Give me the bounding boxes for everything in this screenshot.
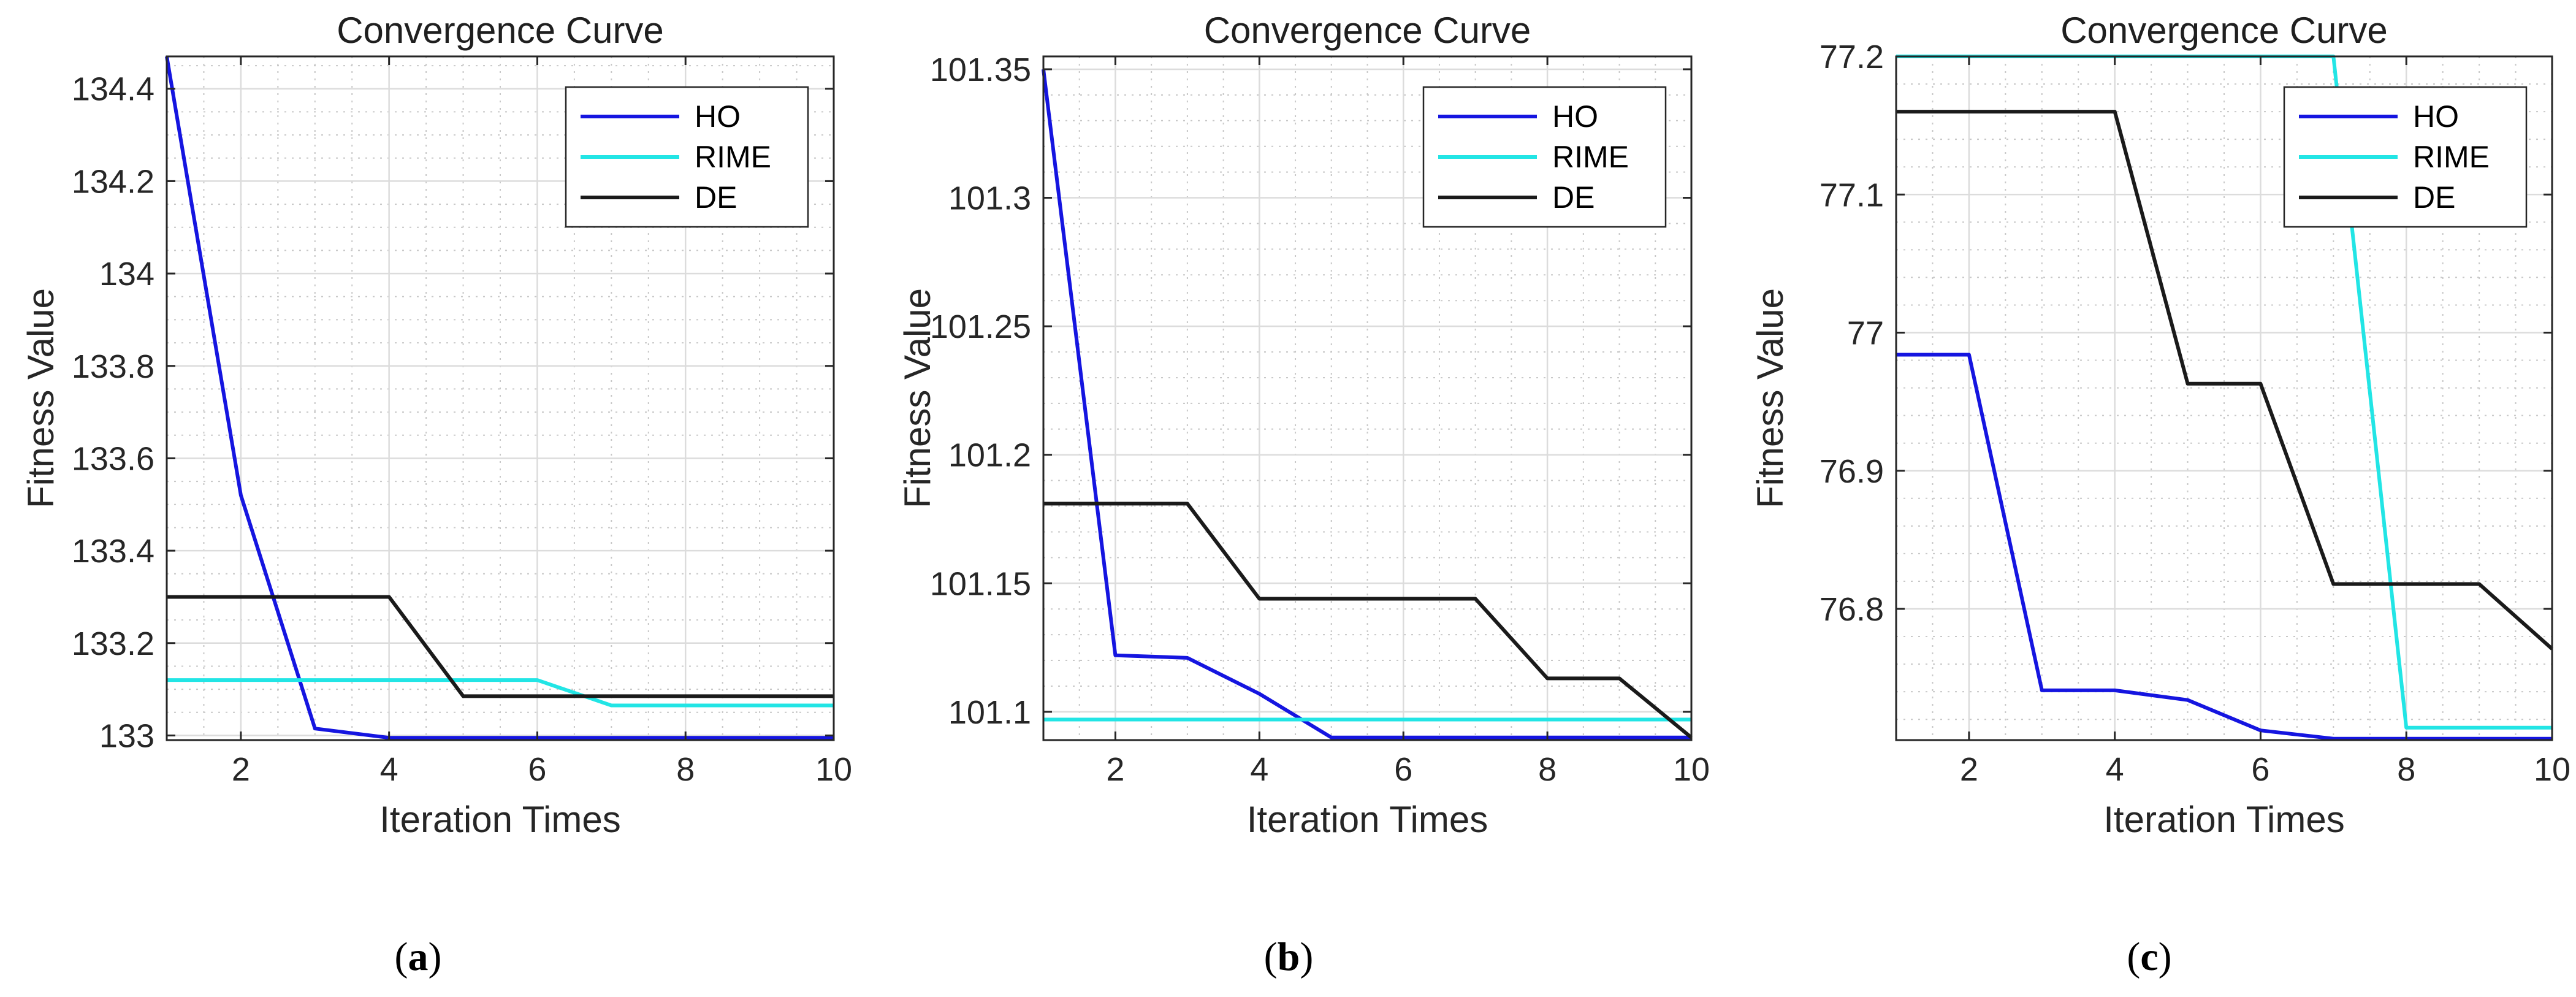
- x-axis-label: Iteration Times: [2103, 799, 2345, 840]
- panel-label-paren-close: ): [2159, 934, 2172, 979]
- y-tick-label: 133: [99, 717, 154, 754]
- y-tick-label: 133.8: [72, 348, 154, 385]
- panel-label-paren-close: ): [429, 934, 442, 979]
- panel-label-letter: b: [1278, 934, 1300, 979]
- legend-label-ho: HO: [1552, 99, 1598, 134]
- panel-label-paren-open: (: [395, 934, 408, 979]
- legend: HO RIME DE: [2283, 86, 2528, 228]
- x-tick-label: 6: [2251, 751, 2269, 788]
- y-axis-label: Fitness Value: [897, 288, 938, 508]
- series-line-ho: [1896, 353, 2552, 741]
- legend-label-de: DE: [695, 180, 737, 215]
- series-line-rime: [167, 678, 834, 708]
- legend-label-de: DE: [2413, 180, 2455, 215]
- x-axis-label: Iteration Times: [1247, 799, 1488, 840]
- y-tick-label: 101.25: [930, 308, 1031, 345]
- y-tick-label: 101.1: [948, 694, 1031, 731]
- y-tick-label: 101.3: [948, 180, 1031, 217]
- panel-label-paren-open: (: [1264, 934, 1278, 979]
- y-tick-label: 134.2: [72, 163, 154, 200]
- y-tick-label: 101.35: [930, 52, 1031, 88]
- series-line-de: [167, 595, 834, 698]
- chart-panel-c: 2 4 6 8 10 76.8 76.9 77 77.1 77.2 Convergence Curv…: [1750, 10, 2570, 979]
- legend: HO RIME DE: [565, 86, 809, 228]
- y-tick-label: 101.15: [930, 565, 1031, 602]
- x-tick-label: 2: [232, 751, 250, 788]
- x-tick-label: 8: [2397, 751, 2415, 788]
- x-tick-label: 2: [1960, 751, 1978, 788]
- chart-title: Convergence Curve: [337, 10, 664, 51]
- axes-box: [1895, 55, 2553, 741]
- chart-panel-b: 2 4 6 8 10 101.1 101.15 101.2 101.25 101.3 101.35 C…: [897, 10, 1710, 979]
- x-tick-label: 6: [1394, 751, 1412, 788]
- x-tick-label: 10: [815, 751, 852, 788]
- x-tick-label: 4: [380, 751, 398, 788]
- x-tick-label: 6: [528, 751, 546, 788]
- axes-box: [166, 55, 835, 741]
- y-tick-label: 76.9: [1820, 453, 1884, 490]
- legend: HO RIME DE: [1422, 86, 1667, 228]
- x-tick-label: 4: [1250, 751, 1268, 788]
- series-line-ho: [1042, 69, 1691, 739]
- chart-title: Convergence Curve: [1204, 10, 1531, 51]
- panel-label-paren-open: (: [2127, 934, 2140, 979]
- x-axis-label: Iteration Times: [379, 799, 621, 840]
- panel-label: (c): [2127, 934, 2171, 979]
- y-tick-label: 101.2: [948, 437, 1031, 474]
- panel-label: (b): [1264, 934, 1314, 979]
- chart-title: Convergence Curve: [2060, 10, 2388, 51]
- y-axis-label: Fitness Value: [1750, 288, 1791, 508]
- legend-label-rime: RIME: [1552, 140, 1629, 174]
- panel-label-letter: c: [2140, 934, 2158, 979]
- panel-label-letter: a: [408, 934, 429, 979]
- y-tick-label: 133.6: [72, 440, 154, 477]
- series-lines: [165, 56, 834, 740]
- legend-label-rime: RIME: [695, 140, 771, 174]
- x-tick-label: 8: [1538, 751, 1557, 788]
- y-tick-label: 133.4: [72, 533, 154, 570]
- y-axis-label: Fitness Value: [20, 288, 61, 508]
- x-tick-label: 8: [676, 751, 695, 788]
- x-tick-label: 10: [1673, 751, 1710, 788]
- series-line-de: [1043, 502, 1693, 739]
- axes-box: [1042, 55, 1693, 741]
- legend-label-de: DE: [1552, 180, 1595, 215]
- x-tick-label: 4: [2106, 751, 2124, 788]
- series-line-de: [1896, 110, 2553, 651]
- legend-label-ho: HO: [695, 99, 741, 134]
- grid: [1043, 56, 1693, 740]
- y-tick-label: 76.8: [1820, 591, 1884, 628]
- y-tick-label: 77.1: [1820, 177, 1884, 213]
- y-tick-label: 77.2: [1820, 39, 1884, 75]
- legend-label-rime: RIME: [2413, 140, 2490, 174]
- legend-label-ho: HO: [2413, 99, 2459, 134]
- y-tick-label: 77: [1847, 315, 1884, 352]
- x-tick-label: 2: [1106, 751, 1124, 788]
- panel-label: (a): [395, 934, 442, 979]
- series-lines: [1042, 69, 1693, 739]
- panel-label-paren-close: ): [1300, 934, 1313, 979]
- y-tick-label: 133.2: [72, 625, 154, 662]
- x-tick-label: 10: [2534, 751, 2570, 788]
- y-tick-label: 134.4: [72, 71, 154, 108]
- series-line-ho: [165, 56, 834, 740]
- y-tick-label: 134: [99, 256, 154, 292]
- chart-panel-a: 2 4 6 8 10 133 133.2 133.4 133.6 133.8 134 134.2 134…: [20, 10, 852, 979]
